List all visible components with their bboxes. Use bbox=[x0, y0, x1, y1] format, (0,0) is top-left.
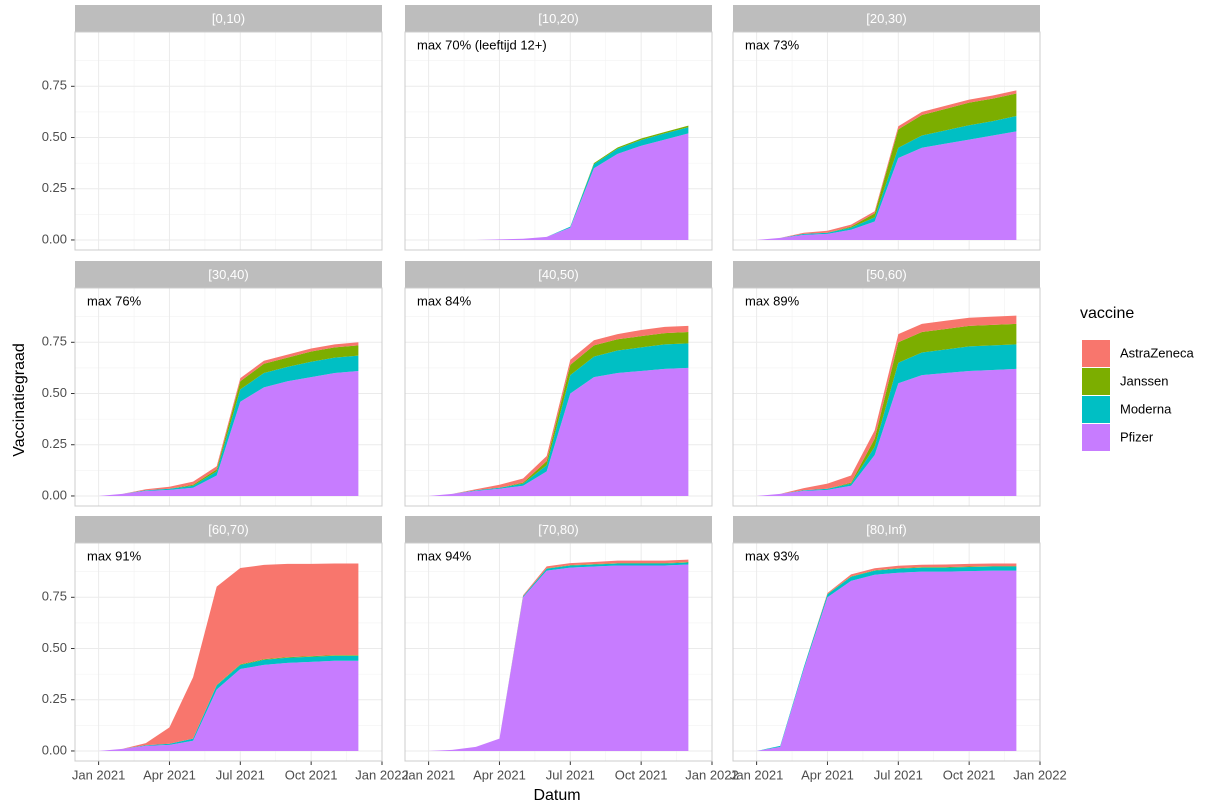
area bbox=[428, 564, 689, 751]
legend-key bbox=[1082, 424, 1110, 451]
area bbox=[428, 127, 689, 240]
panel-border bbox=[732, 287, 1041, 507]
x-tick-label: Apr 2021 bbox=[801, 767, 854, 782]
y-tick-label: 0.00 bbox=[42, 231, 67, 246]
strip bbox=[75, 5, 382, 32]
x-tick-label: Jul 2021 bbox=[216, 767, 265, 782]
x-tick-label: Jan 2022 bbox=[355, 767, 409, 782]
area bbox=[428, 325, 689, 496]
x-tick-label: Jan 2022 bbox=[1013, 767, 1067, 782]
y-tick-label: 0.00 bbox=[42, 742, 67, 757]
legend-label: Pfizer bbox=[1120, 429, 1154, 444]
area bbox=[756, 344, 1017, 496]
y-axis-title: Vaccinatiegraad bbox=[11, 343, 28, 457]
y-tick-label: 0.50 bbox=[42, 385, 67, 400]
area bbox=[756, 323, 1017, 496]
area bbox=[428, 332, 689, 496]
annotation: max 84% bbox=[417, 293, 472, 308]
area bbox=[98, 370, 359, 496]
legend-key bbox=[1082, 368, 1110, 395]
area bbox=[756, 93, 1017, 240]
y-tick-label: 0.25 bbox=[42, 436, 67, 451]
facet-title: [70,80) bbox=[538, 522, 578, 537]
x-tick-label: Oct 2021 bbox=[285, 767, 338, 782]
facet-title: [10,20) bbox=[538, 11, 578, 26]
facet-title: [20,30) bbox=[866, 11, 906, 26]
annotation: max 94% bbox=[417, 548, 472, 563]
y-tick-label: 0.75 bbox=[42, 78, 67, 93]
area bbox=[756, 131, 1017, 240]
legend-key bbox=[1082, 396, 1110, 423]
y-tick-label: 0.25 bbox=[42, 691, 67, 706]
y-tick-label: 0.00 bbox=[42, 487, 67, 502]
x-tick-label: Oct 2021 bbox=[943, 767, 996, 782]
panel-border bbox=[404, 31, 713, 251]
legend-key bbox=[1082, 340, 1110, 367]
area bbox=[98, 563, 359, 751]
y-tick-label: 0.75 bbox=[42, 334, 67, 349]
panel bbox=[75, 32, 382, 250]
x-tick-label: Jan 2021 bbox=[730, 767, 784, 782]
panel-border bbox=[732, 542, 1041, 762]
x-tick-label: Jan 2021 bbox=[72, 767, 126, 782]
area bbox=[98, 660, 359, 751]
panel-border bbox=[732, 31, 1041, 251]
strip bbox=[75, 516, 382, 543]
legend-label: AstraZeneca bbox=[1120, 345, 1194, 360]
x-tick-label: Jul 2021 bbox=[546, 767, 595, 782]
area bbox=[756, 566, 1017, 751]
annotation: max 73% bbox=[745, 37, 800, 52]
area bbox=[756, 116, 1017, 240]
y-tick-label: 0.75 bbox=[42, 589, 67, 604]
y-tick-label: 0.25 bbox=[42, 180, 67, 195]
area bbox=[756, 368, 1017, 496]
area bbox=[756, 570, 1017, 751]
x-tick-label: Jan 2022 bbox=[685, 767, 739, 782]
strip bbox=[405, 516, 712, 543]
x-tick-label: Jul 2021 bbox=[874, 767, 923, 782]
x-axis-title: Datum bbox=[533, 787, 580, 804]
panel-border bbox=[404, 287, 713, 507]
annotation: max 91% bbox=[87, 548, 142, 563]
panel-border bbox=[74, 542, 383, 762]
panel-border bbox=[74, 31, 383, 251]
strip bbox=[733, 261, 1040, 288]
strip bbox=[405, 5, 712, 32]
strip bbox=[733, 5, 1040, 32]
facet-title: [50,60) bbox=[866, 267, 906, 282]
facet-title: [40,50) bbox=[538, 267, 578, 282]
facet-title: [30,40) bbox=[208, 267, 248, 282]
annotation: max 70% (leeftijd 12+) bbox=[417, 37, 547, 52]
area bbox=[756, 566, 1017, 751]
strip bbox=[405, 261, 712, 288]
facet-title: [60,70) bbox=[208, 522, 248, 537]
x-tick-label: Oct 2021 bbox=[615, 767, 668, 782]
area bbox=[428, 367, 689, 496]
x-tick-label: Apr 2021 bbox=[473, 767, 526, 782]
facet-title: [0,10) bbox=[212, 11, 245, 26]
y-tick-label: 0.50 bbox=[42, 129, 67, 144]
strip bbox=[75, 261, 382, 288]
area bbox=[428, 343, 689, 496]
x-tick-label: Jan 2021 bbox=[402, 767, 456, 782]
x-tick-label: Apr 2021 bbox=[143, 767, 196, 782]
strip bbox=[733, 516, 1040, 543]
y-tick-label: 0.50 bbox=[42, 640, 67, 655]
area bbox=[428, 133, 689, 240]
annotation: max 93% bbox=[745, 548, 800, 563]
legend-label: Moderna bbox=[1120, 401, 1172, 416]
facet-title: [80,Inf) bbox=[866, 522, 906, 537]
panel-border bbox=[404, 542, 713, 762]
panel-border bbox=[74, 287, 383, 507]
area bbox=[98, 355, 359, 496]
annotation: max 89% bbox=[745, 293, 800, 308]
annotation: max 76% bbox=[87, 293, 142, 308]
legend-label: Janssen bbox=[1120, 373, 1168, 388]
legend-title: vaccine bbox=[1080, 305, 1134, 322]
